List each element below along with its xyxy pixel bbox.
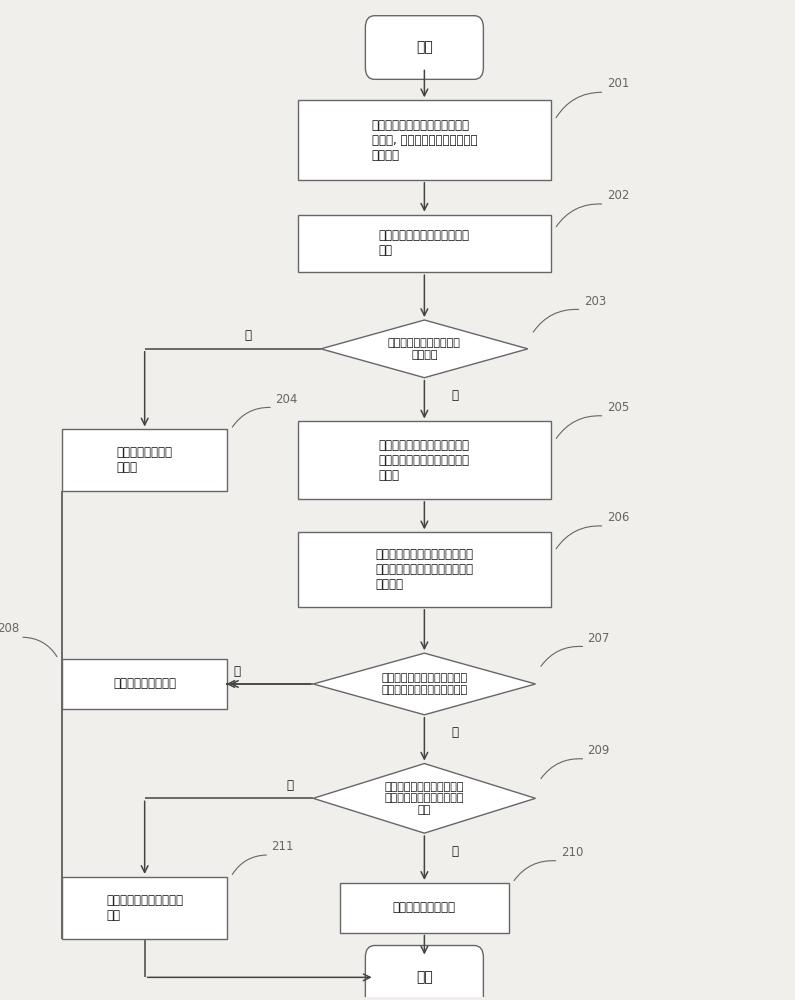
Text: 211: 211 — [272, 840, 294, 853]
Text: 判断电池短路时斜率绝对值
是否大于正常时斜率绝对值
下限: 判断电池短路时斜率绝对值 是否大于正常时斜率绝对值 下限 — [385, 782, 464, 815]
Polygon shape — [313, 653, 536, 715]
Bar — [340, 883, 509, 933]
Bar — [62, 877, 227, 939]
Text: 是: 是 — [245, 329, 252, 342]
Text: 209: 209 — [588, 744, 610, 757]
Bar — [298, 421, 551, 499]
Text: 计算能够表示老化程度的填充
因子: 计算能够表示老化程度的填充 因子 — [379, 229, 470, 257]
Text: 判断电池短路时斜率绝对值是
否大于正常时斜率绝对值上限: 判断电池短路时斜率绝对值是 否大于正常时斜率绝对值上限 — [382, 673, 467, 695]
Text: 否: 否 — [452, 726, 459, 739]
Text: 判断填充因子是否超过预
设的阈值: 判断填充因子是否超过预 设的阈值 — [388, 338, 461, 360]
Text: 该光伏组件正常或者轻微
短路: 该光伏组件正常或者轻微 短路 — [107, 894, 183, 922]
Text: 获得光伏组件正常时的最大功
率点到开路电压点连线斜率的
绝对值: 获得光伏组件正常时的最大功 率点到开路电压点连线斜率的 绝对值 — [379, 439, 470, 482]
Text: 208: 208 — [0, 622, 19, 635]
Text: 203: 203 — [584, 295, 606, 308]
Text: 否: 否 — [287, 779, 294, 792]
Text: 206: 206 — [607, 511, 629, 524]
Polygon shape — [321, 320, 528, 378]
Text: 210: 210 — [560, 846, 584, 859]
Text: 该光伏组件轻微老化: 该光伏组件轻微老化 — [393, 901, 456, 914]
Text: 否: 否 — [452, 389, 459, 402]
Text: 207: 207 — [588, 632, 610, 645]
Bar — [298, 100, 551, 180]
Bar — [298, 215, 551, 272]
Polygon shape — [313, 764, 536, 833]
Text: 计算光伏组件中电池短路时的最
大功率点到开路电压点连线斜率
的绝对值: 计算光伏组件中电池短路时的最 大功率点到开路电压点连线斜率 的绝对值 — [375, 548, 473, 591]
Text: 该光伏组件严重短路: 该光伏组件严重短路 — [113, 677, 176, 690]
Text: 获取短路电流和在最大功率点处
的电流, 开路电压和在最大功率点
处的电压: 获取短路电流和在最大功率点处 的电流, 开路电压和在最大功率点 处的电压 — [371, 119, 477, 162]
FancyBboxPatch shape — [366, 946, 483, 1000]
Text: 是: 是 — [452, 845, 459, 858]
Text: 202: 202 — [607, 189, 629, 202]
Text: 该光伏组件老化程
度严重: 该光伏组件老化程 度严重 — [117, 446, 173, 474]
Text: 205: 205 — [607, 401, 629, 414]
Bar — [62, 659, 227, 709]
Bar — [298, 532, 551, 607]
Text: 204: 204 — [275, 393, 297, 406]
Bar — [62, 429, 227, 491]
Text: 开始: 开始 — [416, 41, 432, 55]
Text: 是: 是 — [233, 665, 240, 678]
Text: 结束: 结束 — [416, 970, 432, 984]
Text: 201: 201 — [607, 77, 629, 90]
FancyBboxPatch shape — [366, 16, 483, 79]
